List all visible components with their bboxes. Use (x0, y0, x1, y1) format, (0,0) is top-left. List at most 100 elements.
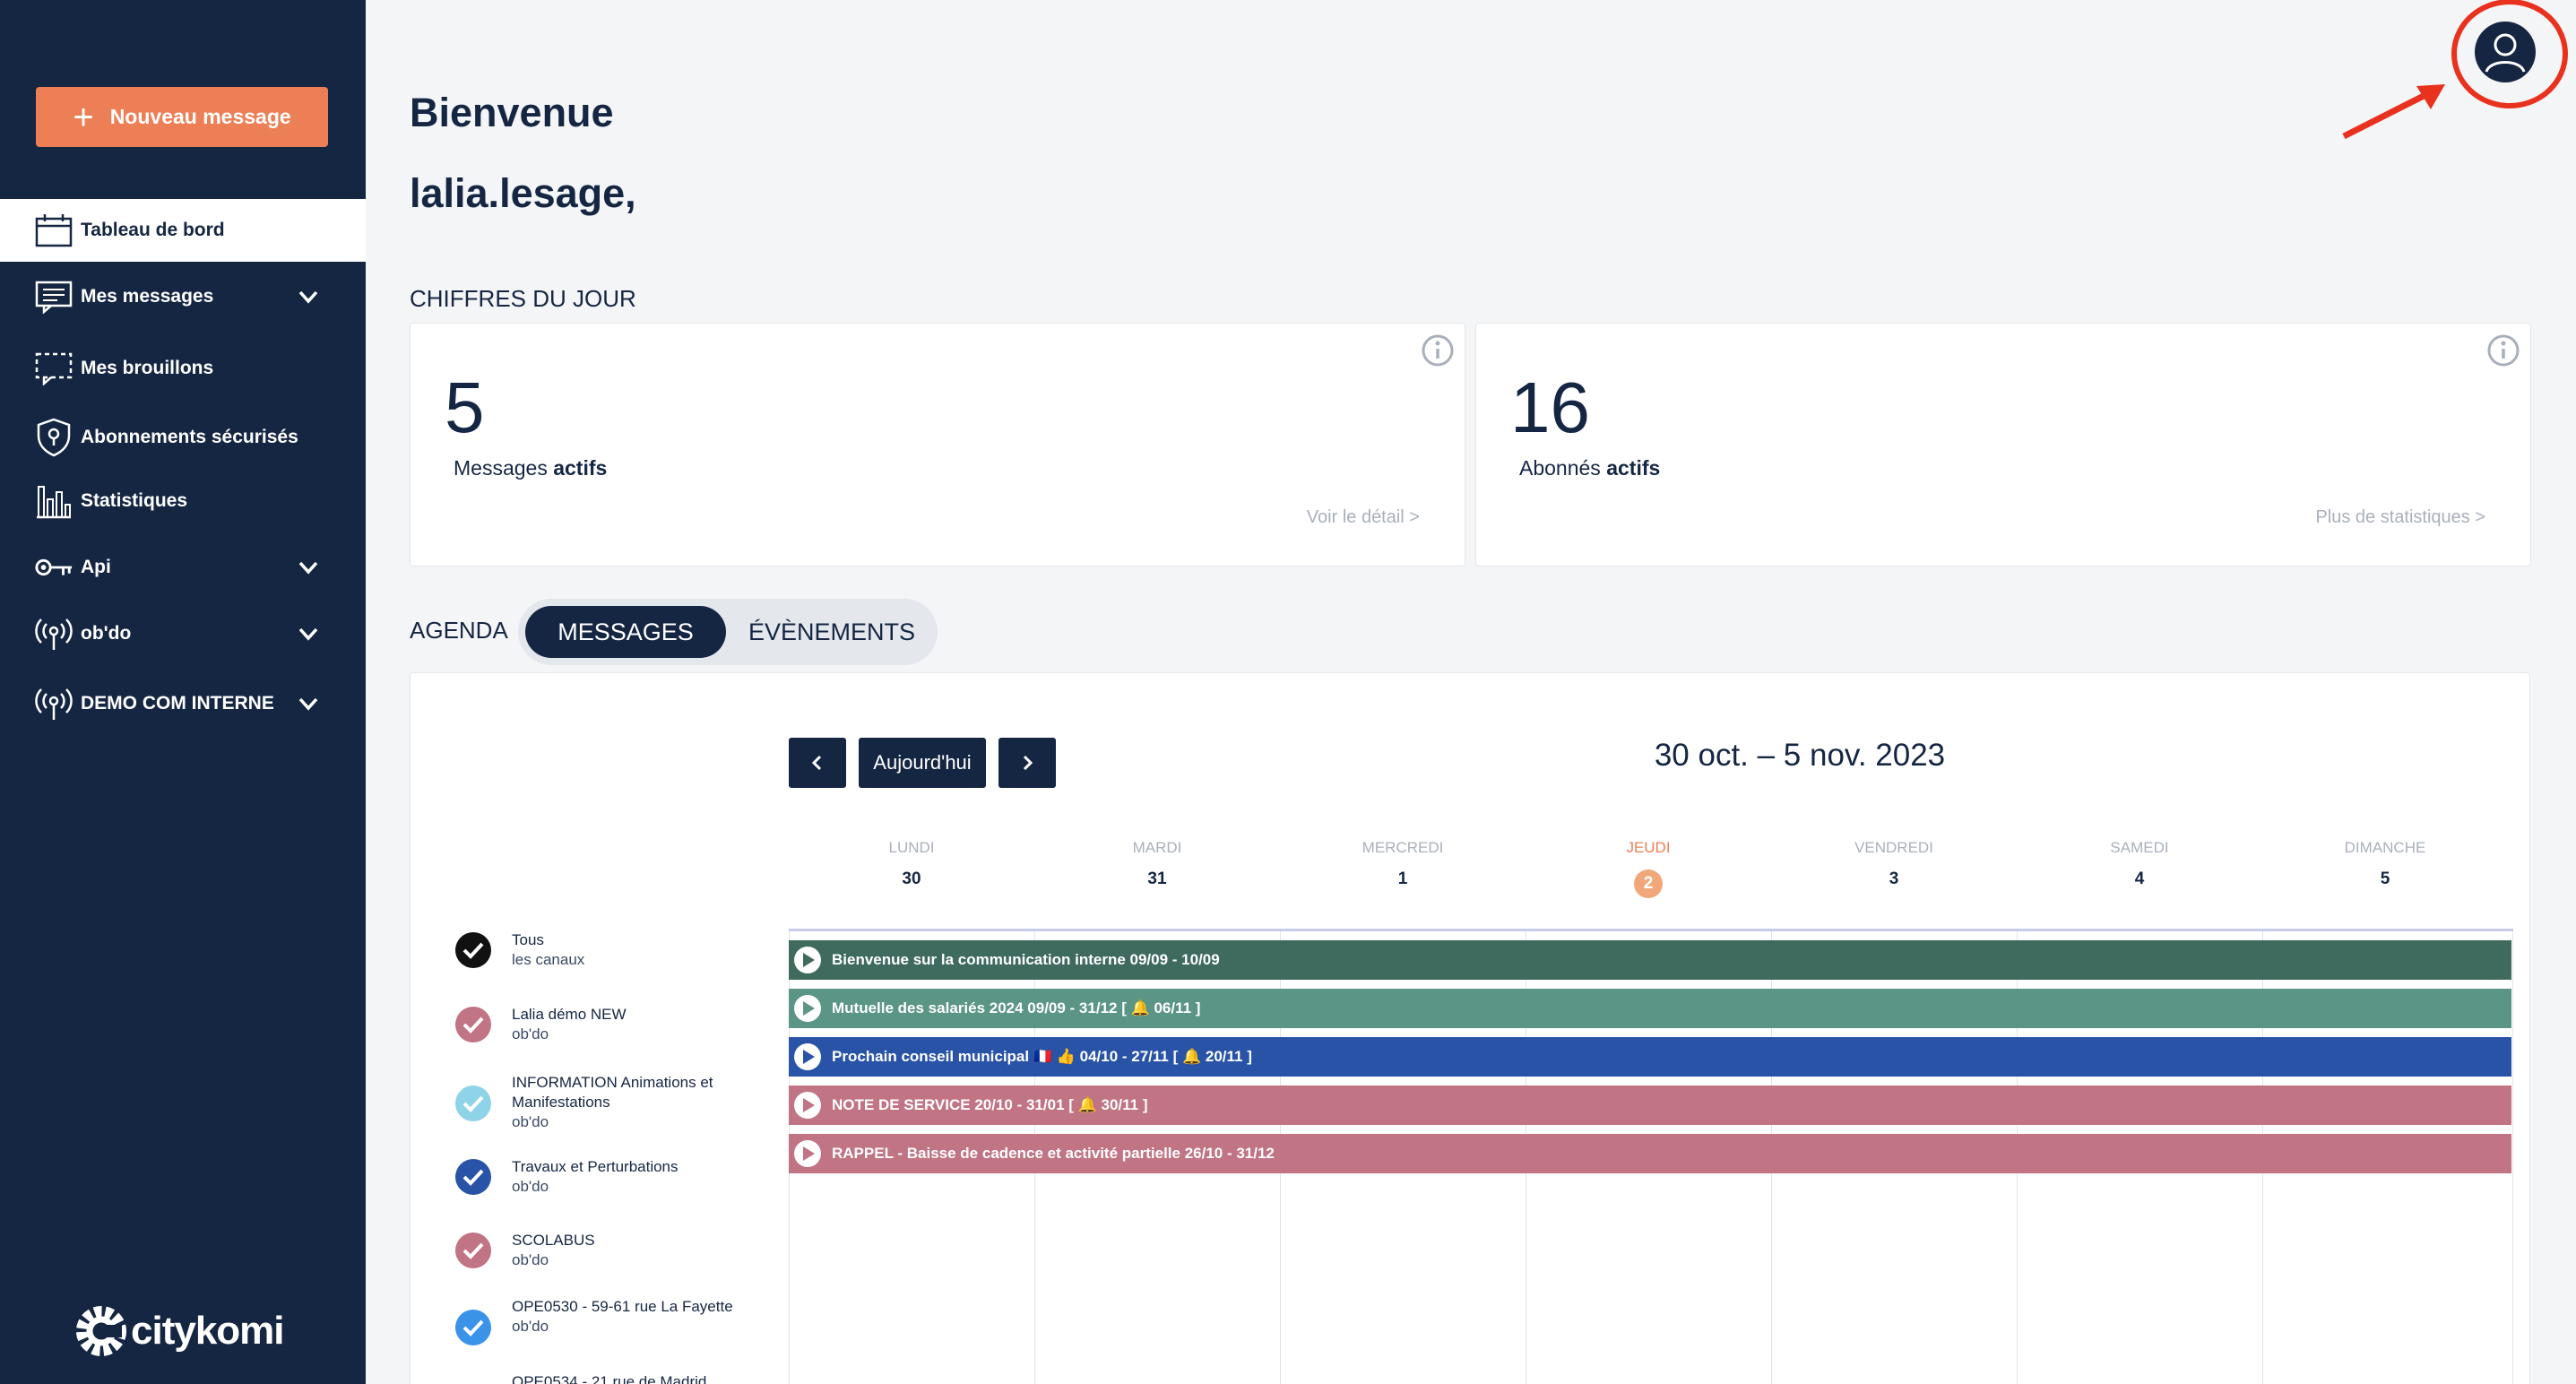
checkmark-circle-icon[interactable] (454, 1231, 493, 1270)
checkmark-circle-icon[interactable] (454, 1308, 493, 1347)
username: lalia.lesage, (410, 170, 636, 216)
channel-filter-item[interactable]: Travaux et Perturbations ob'do (454, 1157, 767, 1211)
user-avatar-icon (2451, 0, 2568, 108)
sidebar-item-secure-subscriptions[interactable]: Abonnements sécurisés (0, 406, 366, 469)
chevron-down-icon[interactable] (296, 691, 321, 722)
key-icon (34, 548, 73, 587)
stat-card-active-subscribers: 16 Abonnés actifs Plus de statistiques > (1475, 323, 2531, 567)
chevron-left-icon (811, 755, 822, 771)
calendar-card: Aujourd'hui 30 oct. – 5 nov. 2023 LUNDI 3… (410, 672, 2530, 1384)
channel-sub: ob'do (512, 1025, 549, 1042)
channel-filter-item[interactable]: Lalia démo NEW ob'do (454, 1005, 767, 1059)
play-icon (794, 1043, 821, 1070)
calendar-event[interactable]: RAPPEL - Baisse de cadence et activité p… (789, 1134, 2511, 1173)
event-title: Bienvenue sur la communication interne 0… (832, 951, 1220, 968)
bar-chart-icon (34, 481, 73, 521)
play-icon (794, 1092, 821, 1119)
plus-icon: + (73, 97, 94, 137)
sidebar-item-label: Statistiques (81, 490, 188, 511)
day-header[interactable]: MARDI 31 (1132, 839, 1182, 888)
day-header-today[interactable]: JEUDI 2 (1526, 839, 1771, 898)
logo-text: citykomi (131, 1309, 285, 1353)
sidebar-item-label: Abonnements sécurisés (81, 427, 298, 447)
prev-week-button[interactable] (789, 738, 846, 788)
stat-value: 5 (445, 368, 485, 447)
agenda-tab-switch: MESSAGES ÉVÈNEMENTS (518, 599, 938, 665)
tab-events[interactable]: ÉVÈNEMENTS (748, 618, 916, 645)
chevron-right-icon (1023, 755, 1033, 771)
user-account-button[interactable] (2447, 0, 2572, 111)
channel-name: Travaux et Perturbations (512, 1158, 679, 1175)
channel-filter-item[interactable]: INFORMATION Animations et Manifestations… (454, 1073, 767, 1145)
event-title: Prochain conseil municipal 🇫🇷 👍 04/10 - … (832, 1048, 1252, 1065)
sidebar-item-drafts[interactable]: Mes brouillons (0, 337, 366, 400)
play-icon (794, 995, 821, 1022)
channel-filter-item[interactable]: Tous les canaux (454, 930, 767, 984)
section-title-daily-figures: CHIFFRES DU JOUR (410, 285, 636, 312)
chevron-down-icon[interactable] (296, 284, 321, 315)
sidebar-item-label: Api (81, 557, 111, 577)
channel-name: INFORMATION Animations et Manifestations (512, 1074, 713, 1111)
channel-name: OPE0534 - 21 rue de Madrid (512, 1373, 707, 1384)
sidebar-item-obdo[interactable]: ob'do (0, 602, 366, 665)
channel-name: OPE0530 - 59-61 rue La Fayette (512, 1298, 733, 1315)
stat-value: 16 (1510, 368, 1590, 447)
sidebar-item-label: Tableau de bord (81, 220, 225, 240)
stat-label: Messages actifs (454, 456, 608, 480)
new-message-button[interactable]: + Nouveau message (36, 87, 328, 147)
welcome-title: Bienvenue (410, 90, 614, 135)
chevron-down-icon[interactable] (296, 621, 321, 652)
next-week-button[interactable] (998, 738, 1056, 788)
play-icon (794, 1140, 821, 1167)
calendar-event[interactable]: Bienvenue sur la communication interne 0… (789, 940, 2511, 980)
channel-name: Tous (512, 931, 544, 948)
calendar-event[interactable]: Prochain conseil municipal 🇫🇷 👍 04/10 - … (789, 1037, 2511, 1077)
calendar-event[interactable]: NOTE DE SERVICE 20/10 - 31/01 [ 🔔 30/11 … (789, 1086, 2511, 1125)
channel-sub: ob'do (512, 1318, 549, 1335)
info-icon[interactable] (1420, 333, 1456, 368)
sidebar-item-demo-com-interne[interactable]: DEMO COM INTERNE (0, 672, 366, 735)
sidebar-item-api[interactable]: Api (0, 536, 366, 599)
checkmark-circle-icon[interactable] (454, 1084, 493, 1123)
sidebar-item-dashboard[interactable]: Tableau de bord (0, 199, 366, 262)
new-message-label: Nouveau message (109, 105, 291, 128)
channel-filter-item[interactable]: OPE0530 - 59-61 rue La Fayette ob'do (454, 1297, 767, 1369)
calendar-event[interactable]: Mutuelle des salariés 2024 09/09 - 31/12… (789, 989, 2511, 1028)
channel-filter-item[interactable]: OPE0534 - 21 rue de Madrid (454, 1372, 767, 1384)
draft-icon (34, 349, 73, 388)
day-header[interactable]: SAMEDI 4 (2110, 839, 2169, 888)
today-button[interactable]: Aujourd'hui (859, 738, 986, 788)
day-header[interactable]: MERCREDI 1 (1361, 839, 1444, 888)
checkmark-circle-icon[interactable] (454, 1157, 493, 1197)
day-header[interactable]: LUNDI 30 (888, 839, 935, 888)
agenda-label: AGENDA (410, 617, 508, 644)
checkmark-circle-icon[interactable] (454, 1005, 493, 1044)
event-title: RAPPEL - Baisse de cadence et activité p… (832, 1145, 1275, 1162)
day-header[interactable]: VENDREDI 3 (1854, 839, 1933, 888)
event-title: NOTE DE SERVICE 20/10 - 31/01 [ 🔔 30/11 … (832, 1096, 1148, 1113)
checkmark-circle-icon[interactable] (454, 930, 493, 970)
sidebar-item-label: DEMO COM INTERNE (81, 693, 274, 714)
channel-sub: ob'do (512, 1178, 549, 1195)
channel-sub: ob'do (512, 1113, 549, 1130)
channel-filter-item[interactable]: SCOLABUS ob'do (454, 1231, 767, 1285)
tab-messages[interactable]: MESSAGES (525, 606, 726, 658)
citykomi-logo: citykomi (72, 1300, 285, 1362)
message-list-icon (34, 277, 73, 316)
broadcast-icon (34, 684, 73, 723)
sidebar-item-messages[interactable]: Mes messages (0, 265, 366, 328)
play-icon (794, 947, 821, 973)
channel-name: SCOLABUS (512, 1232, 595, 1249)
sidebar-item-label: Mes brouillons (81, 358, 214, 378)
stat-card-active-messages: 5 Messages actifs Voir le détail > (410, 323, 1465, 567)
broadcast-icon (34, 614, 73, 653)
chevron-down-icon[interactable] (296, 555, 321, 585)
info-icon[interactable] (2485, 333, 2521, 368)
sidebar-item-statistics[interactable]: Statistiques (0, 470, 366, 532)
more-statistics-link[interactable]: Plus de statistiques > (2315, 507, 2485, 527)
day-header[interactable]: DIMANCHE 5 (2344, 839, 2426, 888)
shield-lock-icon (34, 418, 73, 457)
logo-gear-icon (76, 1306, 126, 1356)
view-detail-link[interactable]: Voir le détail > (1306, 507, 1420, 527)
red-arrow-annotation (2342, 84, 2445, 140)
